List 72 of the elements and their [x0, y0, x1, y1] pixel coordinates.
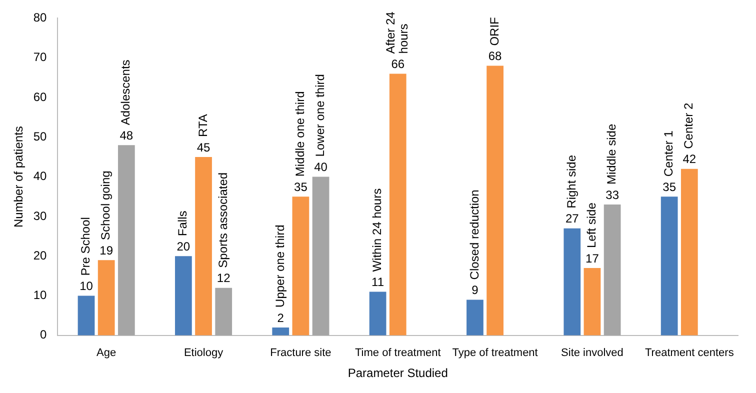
annotation: Lower one third — [313, 74, 328, 157]
x-tick-label: Age — [96, 347, 116, 360]
bar — [486, 66, 504, 336]
annotation: Middle one third — [293, 91, 308, 177]
x-tick-label: Fracture site — [270, 347, 332, 360]
y-tick-label: 50 — [33, 129, 48, 144]
annotation: After 24 hours — [384, 11, 411, 54]
bar — [564, 228, 581, 336]
data-label: 10 — [80, 279, 94, 294]
bar — [195, 156, 212, 336]
x-tick-label: Etiology — [184, 347, 224, 360]
data-label: 48 — [120, 128, 134, 142]
bar — [389, 74, 406, 336]
data-label: 35 — [294, 180, 308, 194]
bar — [466, 300, 484, 336]
annotation: Within 24 hours — [370, 188, 384, 272]
bar — [98, 260, 115, 336]
annotation: Middle side — [604, 124, 619, 185]
bar — [680, 168, 698, 336]
data-label: 11 — [372, 275, 384, 290]
y-tick-label: 10 — [33, 288, 48, 302]
annotation: Right side — [564, 154, 578, 208]
bar — [272, 327, 290, 336]
bar — [604, 204, 621, 336]
data-label: 2 — [277, 310, 284, 325]
annotation: Sports associated — [216, 172, 230, 268]
x-tick-label: Site involved — [561, 347, 624, 360]
data-label: 27 — [565, 212, 580, 226]
x-tick-label: Time of treatment — [354, 347, 441, 360]
annotation: School going — [98, 170, 113, 240]
y-tick-label: 40 — [33, 169, 48, 184]
bar — [78, 296, 95, 336]
bar — [174, 256, 192, 336]
data-label: 66 — [391, 57, 405, 72]
y-tick-label: 70 — [33, 50, 48, 64]
annotation: Center 2 — [682, 102, 696, 149]
x-tick-label: Treatment centers — [644, 347, 734, 360]
y-tick-label: 60 — [33, 90, 48, 104]
bar — [312, 176, 330, 336]
bar — [118, 145, 135, 336]
bar — [584, 268, 601, 336]
y-axis-title: Number of patients — [12, 126, 26, 228]
bar — [369, 292, 386, 336]
annotation: Upper one third — [272, 224, 287, 308]
annotation: Falls — [176, 210, 190, 236]
annotation: Pre School — [78, 217, 93, 276]
y-tick-label: 30 — [33, 208, 48, 223]
annotation: ORIF — [487, 17, 502, 46]
annotation: Center 1 — [662, 130, 676, 177]
data-label: 68 — [488, 49, 502, 64]
y-tick-label: 20 — [33, 248, 48, 262]
annotation: Adolescents — [118, 60, 133, 126]
data-label: 40 — [314, 160, 328, 174]
bar — [292, 196, 310, 336]
annotation: Closed reduction — [467, 190, 482, 280]
data-label: 20 — [176, 239, 190, 254]
bar — [215, 288, 232, 336]
x-axis-title: Parameter Studied — [348, 366, 448, 380]
y-tick-label: 0 — [40, 328, 48, 342]
data-label: 35 — [662, 180, 676, 194]
annotation: RTA — [196, 114, 210, 137]
data-label: 9 — [472, 283, 479, 298]
data-label: 45 — [196, 140, 211, 154]
annotation: Left side — [584, 202, 599, 248]
bar — [660, 196, 678, 336]
data-label: 42 — [682, 152, 696, 166]
data-label: 12 — [216, 271, 231, 286]
x-tick-label: Type of treatment — [452, 347, 538, 360]
data-label: 17 — [586, 251, 600, 266]
y-tick-label: 80 — [33, 10, 48, 25]
data-label: 33 — [606, 188, 620, 202]
data-label: 19 — [100, 243, 114, 258]
